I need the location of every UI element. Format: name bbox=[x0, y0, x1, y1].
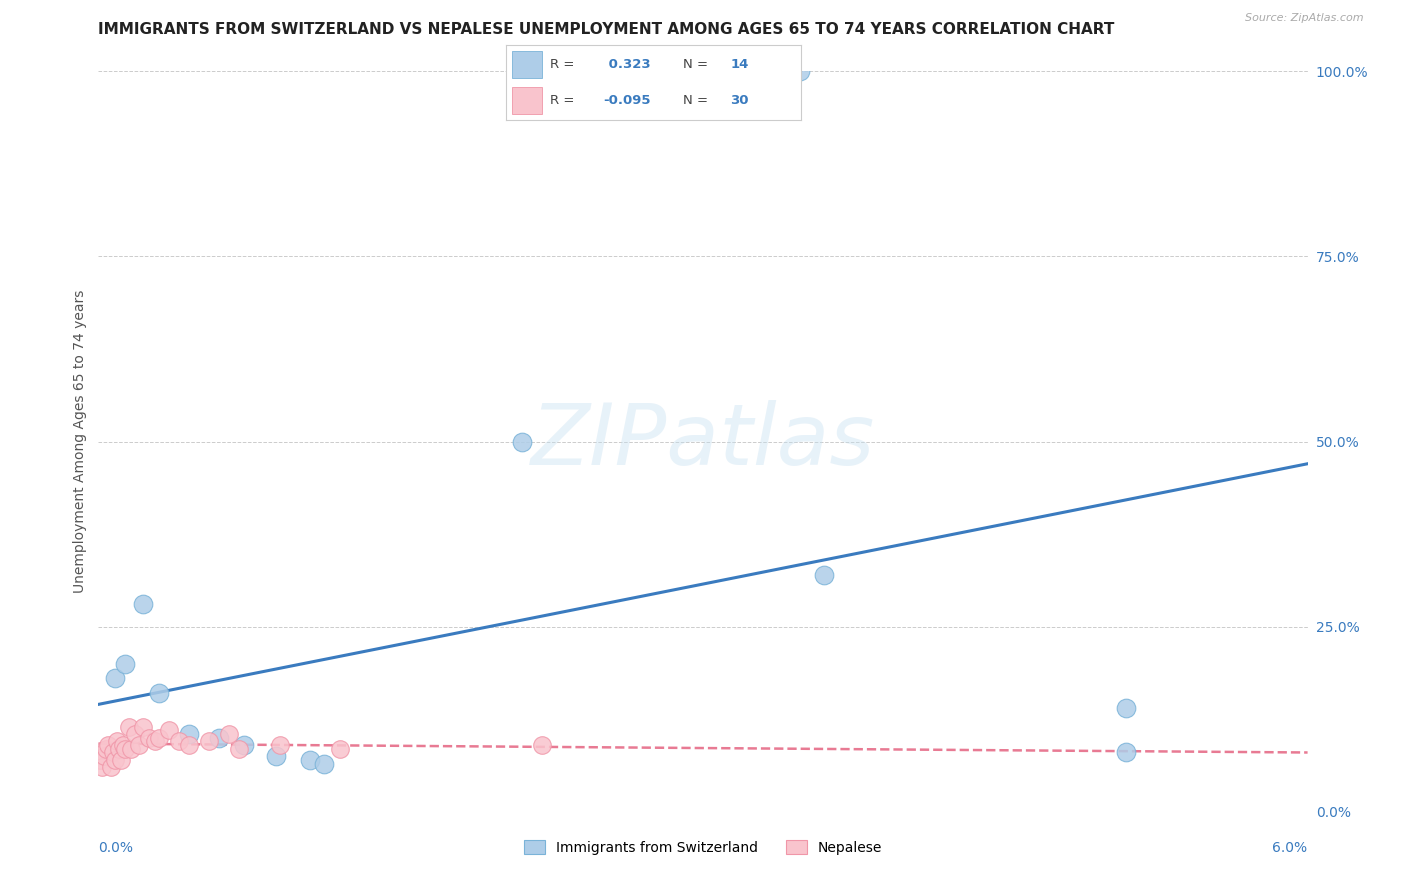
Point bbox=[128, 738, 150, 752]
Point bbox=[101, 746, 124, 760]
Text: 0.323: 0.323 bbox=[603, 58, 650, 70]
Point bbox=[138, 731, 160, 745]
Text: 6.0%: 6.0% bbox=[1272, 841, 1308, 855]
Y-axis label: Unemployment Among Ages 65 to 74 years: Unemployment Among Ages 65 to 74 years bbox=[73, 290, 87, 593]
Point bbox=[218, 727, 240, 741]
Point bbox=[100, 760, 122, 774]
Point bbox=[314, 756, 336, 771]
Point bbox=[198, 734, 221, 748]
Point bbox=[329, 741, 352, 756]
Point bbox=[232, 738, 254, 752]
Point bbox=[179, 738, 201, 752]
Text: Source: ZipAtlas.com: Source: ZipAtlas.com bbox=[1246, 13, 1364, 23]
Point bbox=[813, 567, 835, 582]
Point bbox=[120, 741, 142, 756]
Point bbox=[1115, 701, 1137, 715]
Point bbox=[179, 727, 201, 741]
Point bbox=[1115, 746, 1137, 760]
Text: N =: N = bbox=[683, 58, 713, 70]
Text: 14: 14 bbox=[731, 58, 749, 70]
Point bbox=[530, 738, 553, 752]
Legend: Immigrants from Switzerland, Nepalese: Immigrants from Switzerland, Nepalese bbox=[519, 835, 887, 860]
Point bbox=[124, 727, 146, 741]
Point bbox=[103, 753, 125, 767]
Point bbox=[96, 741, 118, 756]
Point bbox=[114, 741, 136, 756]
Point bbox=[157, 723, 180, 738]
Point bbox=[111, 738, 134, 752]
Text: 30: 30 bbox=[731, 95, 749, 107]
Point bbox=[107, 741, 129, 756]
Point bbox=[105, 734, 128, 748]
Text: R =: R = bbox=[550, 95, 579, 107]
FancyBboxPatch shape bbox=[512, 51, 541, 78]
Text: -0.095: -0.095 bbox=[603, 95, 651, 107]
Point bbox=[299, 753, 322, 767]
Point bbox=[118, 720, 141, 734]
Point bbox=[132, 598, 155, 612]
Point bbox=[114, 657, 136, 671]
Point bbox=[89, 753, 111, 767]
Point bbox=[132, 720, 155, 734]
FancyBboxPatch shape bbox=[512, 87, 541, 114]
Point bbox=[110, 753, 132, 767]
Point bbox=[167, 734, 190, 748]
Point bbox=[510, 434, 533, 449]
Point bbox=[228, 741, 250, 756]
Point bbox=[103, 672, 125, 686]
Point bbox=[148, 686, 170, 700]
Point bbox=[789, 64, 811, 78]
Point bbox=[93, 749, 115, 764]
Text: IMMIGRANTS FROM SWITZERLAND VS NEPALESE UNEMPLOYMENT AMONG AGES 65 TO 74 YEARS C: IMMIGRANTS FROM SWITZERLAND VS NEPALESE … bbox=[98, 22, 1115, 37]
Point bbox=[91, 760, 114, 774]
Point bbox=[143, 734, 166, 748]
Point bbox=[97, 738, 120, 752]
Text: 0.0%: 0.0% bbox=[98, 841, 134, 855]
Point bbox=[264, 749, 287, 764]
Text: R =: R = bbox=[550, 58, 579, 70]
Text: N =: N = bbox=[683, 95, 713, 107]
Point bbox=[269, 738, 291, 752]
Text: ZIPatlas: ZIPatlas bbox=[531, 400, 875, 483]
Point bbox=[148, 731, 170, 745]
Point bbox=[208, 731, 231, 745]
